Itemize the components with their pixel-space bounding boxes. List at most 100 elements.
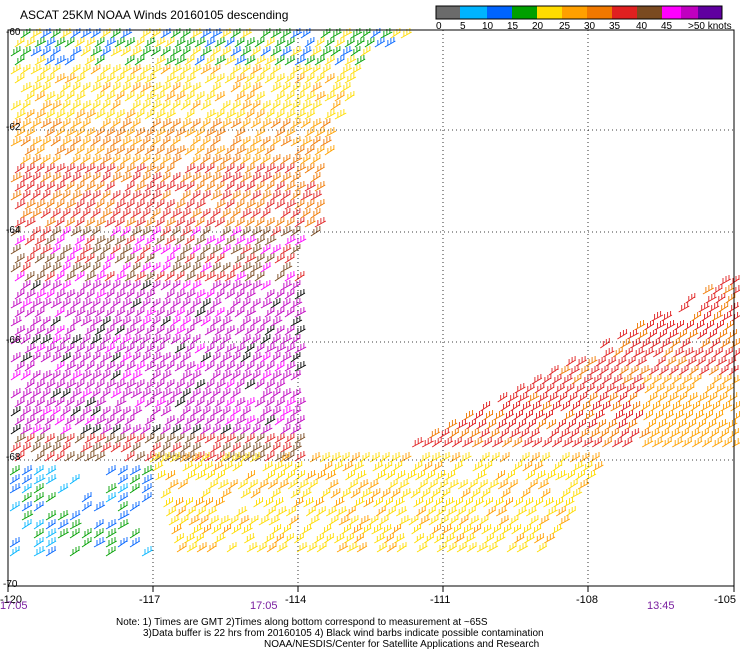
wind-barb (124, 307, 135, 318)
wind-barb (270, 100, 281, 111)
wind-barb (129, 474, 141, 485)
wind-barb (214, 73, 225, 84)
wind-barb (117, 474, 129, 485)
wind-barb (93, 519, 104, 530)
wind-barb (275, 470, 285, 481)
wind-barb (105, 546, 116, 557)
wind-barb (130, 190, 142, 201)
wind-barb (668, 365, 679, 376)
wind-barb (190, 334, 201, 345)
wind-barb (70, 100, 82, 111)
wind-barb (687, 329, 699, 340)
wind-barb (110, 154, 121, 165)
lon-label: -117 (139, 594, 161, 606)
wind-barb (551, 374, 562, 385)
wind-barb (214, 397, 225, 408)
wind-barb (57, 528, 69, 539)
wind-barb (290, 280, 301, 291)
wind-barb (210, 406, 223, 417)
wind-barb (537, 479, 550, 490)
wind-barb (620, 338, 632, 349)
wind-barb (434, 533, 445, 544)
wind-barb (284, 271, 296, 282)
wind-barb (114, 325, 125, 336)
wind-barb (184, 361, 197, 372)
wind-barb (334, 91, 345, 102)
wind-barb (80, 442, 93, 453)
wind-barb (274, 533, 284, 544)
wind-barb (234, 325, 245, 336)
wind-barb (204, 91, 216, 102)
wind-barb (260, 46, 271, 57)
wind-barb (64, 361, 77, 372)
wind-barb (230, 370, 241, 381)
wind-barb (20, 64, 31, 75)
wind-barb (334, 109, 347, 120)
wind-barb (572, 461, 585, 472)
wind-barb (356, 542, 368, 553)
wind-barb (24, 199, 36, 210)
wind-barb (74, 235, 85, 246)
wind-barb (164, 91, 176, 102)
wind-barb (705, 356, 716, 367)
wind-barb (431, 437, 442, 448)
wind-barb (240, 208, 252, 219)
wind-barb (74, 109, 86, 120)
wind-barb (164, 307, 176, 318)
wind-barb (595, 356, 607, 367)
wind-barb (24, 145, 36, 156)
wind-barb (294, 361, 307, 372)
wind-barb (160, 316, 171, 327)
wind-barb (230, 46, 242, 57)
wind-barb (20, 352, 33, 363)
wind-barb (74, 307, 86, 318)
wind-barb (395, 470, 406, 481)
wind-barb (551, 437, 562, 448)
wind-barb (270, 388, 281, 399)
wind-barb (105, 537, 117, 548)
wind-barb (220, 388, 231, 399)
wind-barb (461, 524, 474, 535)
wind-barb (64, 325, 76, 336)
wind-barb (510, 401, 521, 412)
wind-barb (70, 388, 82, 399)
wind-barb (345, 506, 356, 517)
wind-barb (304, 199, 315, 210)
wind-barb (464, 533, 476, 544)
wind-barb (190, 136, 201, 147)
wind-barb (14, 271, 25, 282)
wind-barb (563, 497, 575, 508)
wind-barb (602, 347, 615, 358)
wind-barb (390, 488, 401, 499)
legend-swatch (637, 6, 662, 19)
wind-barb (224, 73, 236, 84)
wind-barb (677, 329, 688, 340)
wind-barb (140, 190, 152, 201)
wind-barb (389, 452, 401, 463)
wind-barb (130, 370, 143, 381)
wind-barb (70, 406, 81, 417)
wind-barb (240, 298, 251, 309)
wind-barb (260, 262, 271, 273)
wind-barb (144, 253, 155, 264)
wind-barb (14, 433, 27, 444)
wind-barb (200, 262, 213, 273)
wind-barb (310, 208, 321, 219)
wind-barb (30, 172, 41, 183)
wind-barb (495, 470, 505, 481)
wind-barb (124, 127, 136, 138)
wind-barb (90, 388, 101, 399)
wind-barb (374, 37, 385, 48)
wind-barb (629, 428, 640, 439)
wind-barb (120, 244, 133, 255)
wind-barb (134, 343, 145, 354)
wind-barb (310, 82, 323, 93)
wind-barb (320, 64, 331, 75)
wind-barb (21, 501, 33, 512)
wind-barb (154, 55, 166, 66)
wind-barb (441, 437, 454, 448)
wind-barb (270, 298, 281, 309)
lon-label: -120 (0, 594, 23, 606)
wind-barb (230, 100, 242, 111)
wind-barb (270, 352, 281, 363)
